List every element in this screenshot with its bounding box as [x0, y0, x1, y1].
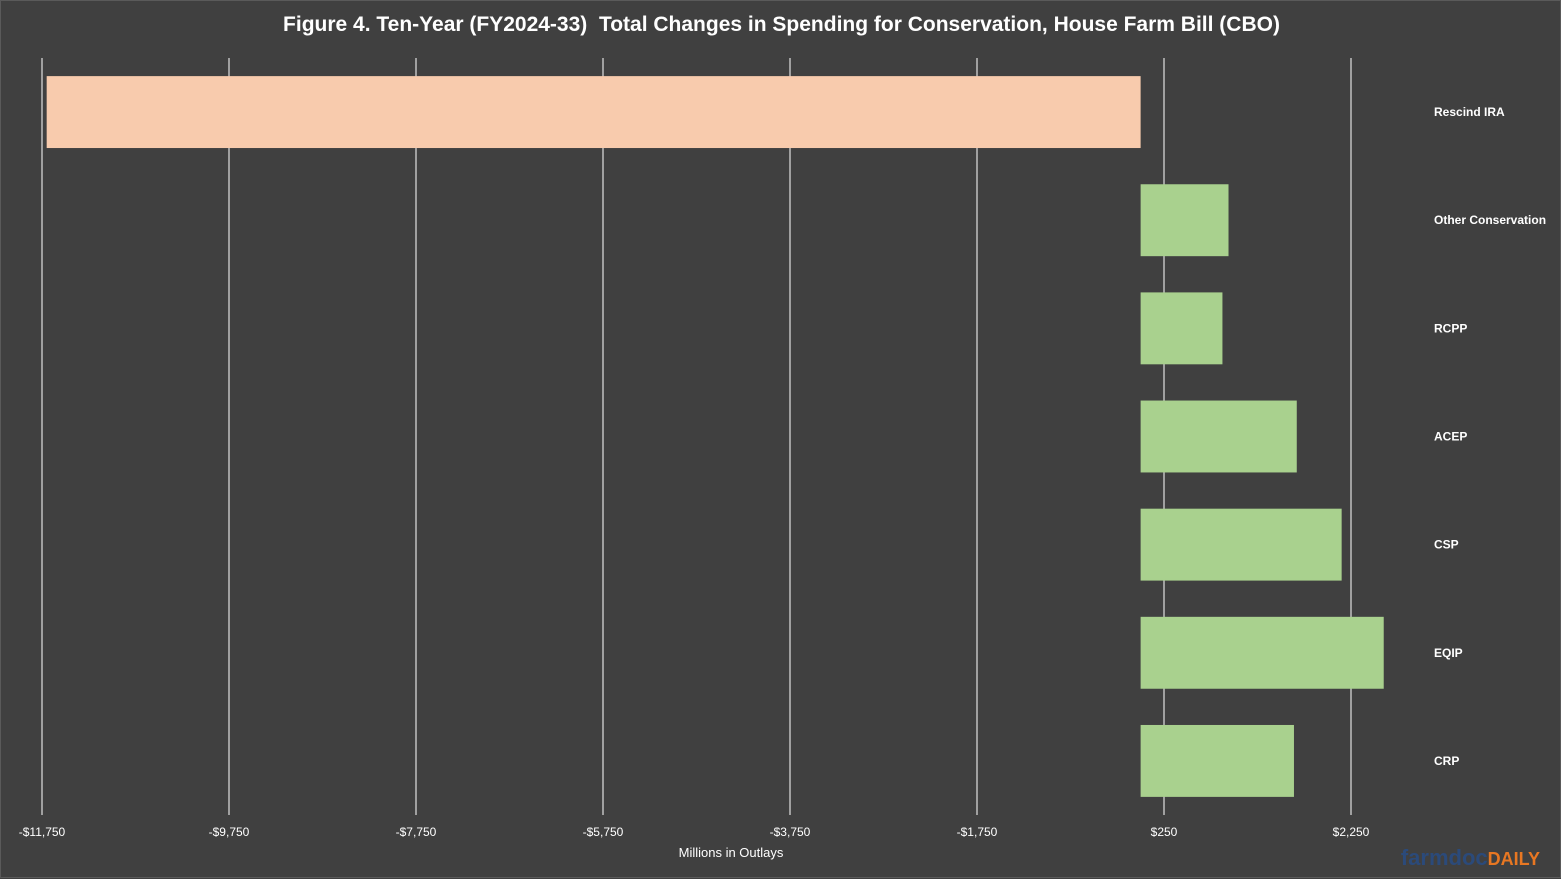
bar-eqip — [1140, 616, 1384, 689]
category-label: CSP — [1434, 538, 1459, 552]
category-label: RCPP — [1434, 321, 1467, 335]
bar-rescind-ira — [46, 76, 1141, 149]
farmdoc-daily-logo: farmdocDAILY — [1401, 845, 1540, 871]
x-tick-label: -$7,750 — [396, 825, 437, 839]
x-tick-label: $2,250 — [1333, 825, 1370, 839]
category-label: CRP — [1434, 754, 1459, 768]
x-axis-title: Millions in Outlays — [678, 845, 784, 860]
bar-rcpp — [1140, 292, 1223, 365]
brand-part2: DAILY — [1487, 849, 1540, 869]
bar-acep — [1140, 400, 1297, 473]
category-label: Other Conservation — [1434, 213, 1546, 227]
bar-other-conservation — [1140, 184, 1229, 257]
bar-crp — [1140, 724, 1294, 797]
category-label: Rescind IRA — [1434, 105, 1505, 119]
x-tick-label: -$1,750 — [957, 825, 998, 839]
x-tick-label: $250 — [1151, 825, 1178, 839]
x-tick-label: -$11,750 — [19, 825, 66, 839]
x-tick-label: -$5,750 — [583, 825, 624, 839]
bar-csp — [1140, 508, 1342, 581]
brand-part1: farmdoc — [1400, 845, 1488, 870]
chart-title: Figure 4. Ten-Year (FY2024-33) Total Cha… — [283, 13, 1280, 36]
x-tick-label: -$9,750 — [209, 825, 250, 839]
x-tick-label: -$3,750 — [770, 825, 811, 839]
category-label: ACEP — [1434, 430, 1467, 444]
category-label: EQIP — [1434, 646, 1463, 660]
